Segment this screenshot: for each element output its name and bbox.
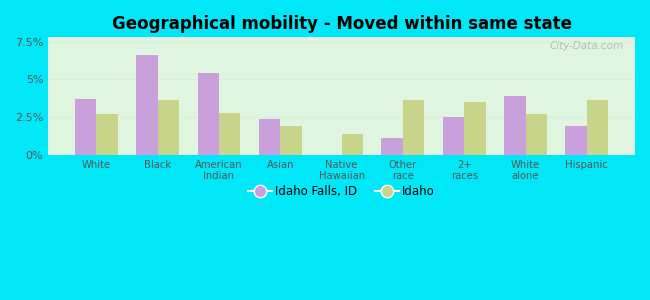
Bar <box>504 96 526 154</box>
Bar <box>342 134 363 154</box>
Bar <box>280 126 302 154</box>
Legend: Idaho Falls, ID, Idaho: Idaho Falls, ID, Idaho <box>244 180 440 203</box>
Bar <box>75 99 96 154</box>
Bar <box>259 118 280 154</box>
Bar <box>96 114 118 154</box>
Bar <box>382 138 403 154</box>
Bar <box>566 126 587 154</box>
Bar <box>464 102 486 154</box>
Bar <box>587 100 608 154</box>
Bar <box>443 117 464 154</box>
Bar <box>158 100 179 154</box>
Title: Geographical mobility - Moved within same state: Geographical mobility - Moved within sam… <box>112 15 571 33</box>
Bar <box>136 56 158 154</box>
Bar <box>403 100 424 154</box>
Bar <box>198 74 219 154</box>
Text: City-Data.com: City-Data.com <box>549 41 623 51</box>
Bar <box>219 112 240 154</box>
Bar <box>526 114 547 154</box>
